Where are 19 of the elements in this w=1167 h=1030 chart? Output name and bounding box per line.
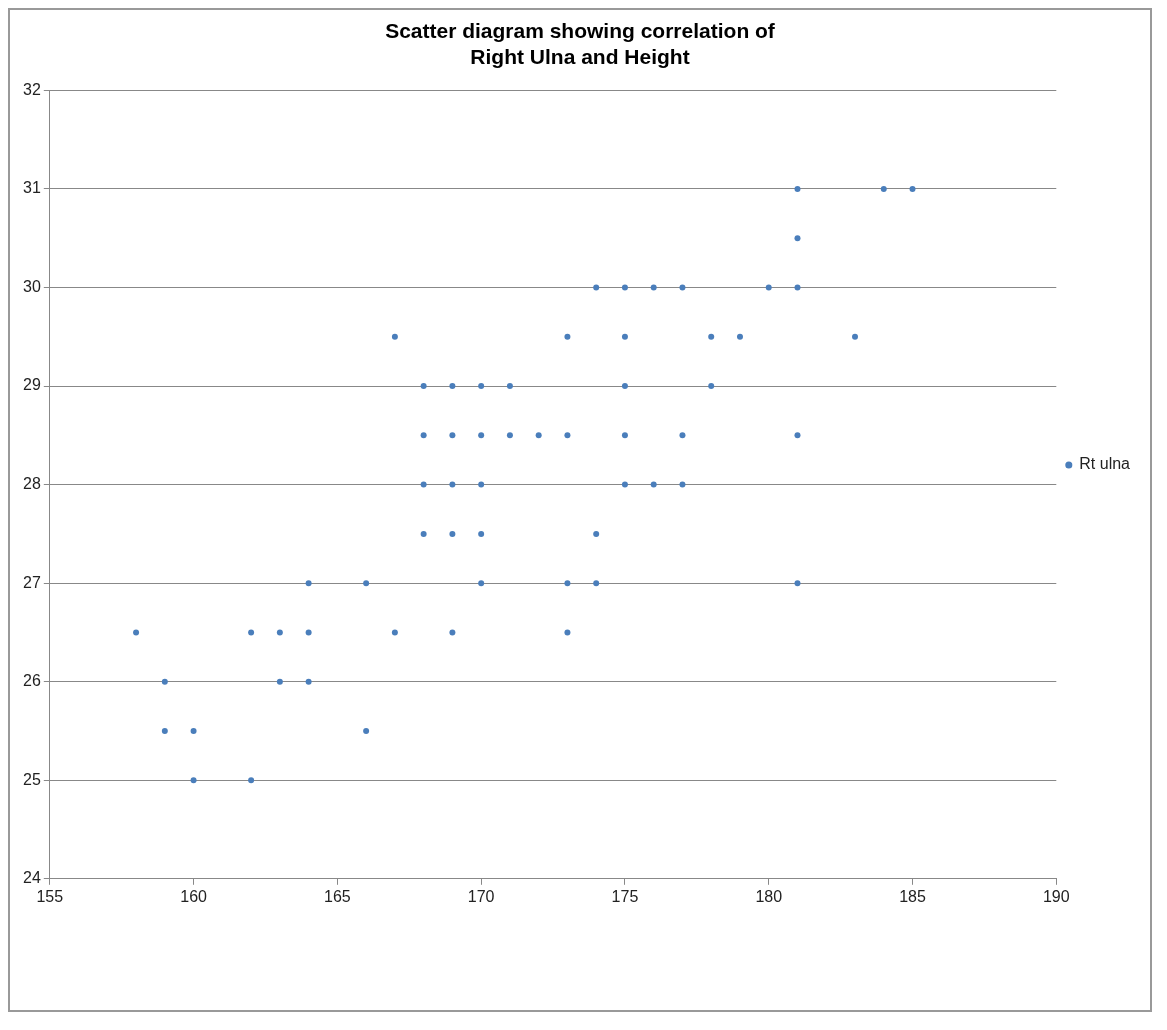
x-tick-label: 170 (467, 887, 495, 905)
y-tick-label: 32 (23, 80, 41, 98)
chart-title: Scatter diagram showing correlation of Right Ulna and Height (385, 19, 776, 68)
x-tick-label: 175 (611, 887, 639, 905)
y-tick-label: 29 (23, 376, 41, 394)
y-tick-label: 28 (23, 475, 41, 493)
x-tick-label: 185 (899, 887, 926, 905)
x-tick-label: 155 (36, 887, 64, 905)
y-tick-label: 31 (23, 179, 41, 197)
y-tick-label: 25 (23, 770, 41, 788)
y-tick-label: 27 (23, 573, 41, 591)
x-tick-label: 160 (180, 887, 208, 905)
y-tick-label: 24 (23, 869, 41, 887)
x-tick-label: 165 (324, 887, 351, 905)
x-tick-label: 190 (1042, 887, 1070, 905)
legend-label: Rt ulna (1079, 455, 1131, 473)
x-tick-label: 180 (755, 887, 783, 905)
y-tick-label: 30 (23, 277, 41, 295)
y-tick-label: 26 (23, 672, 41, 690)
